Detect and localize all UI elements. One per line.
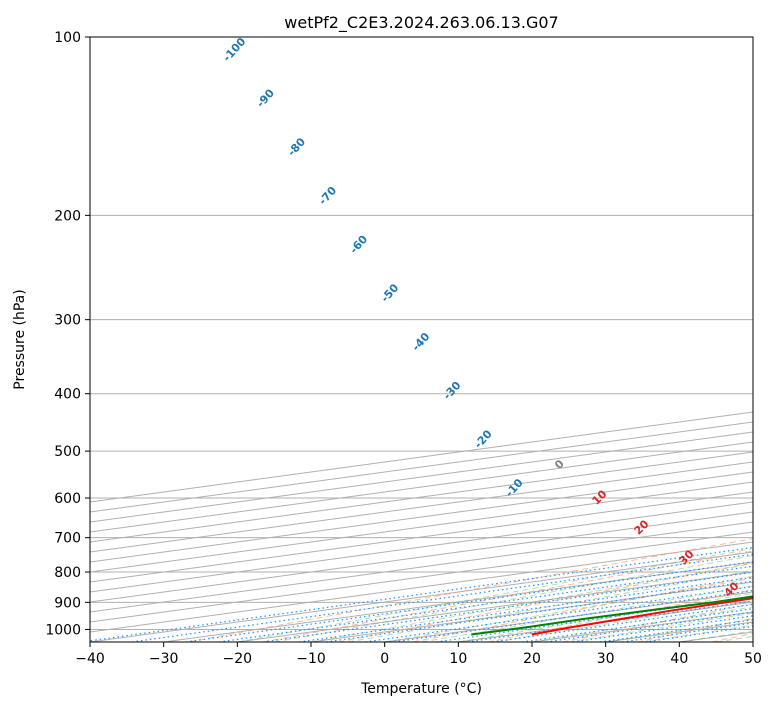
dry-adiabat-label: -60 <box>347 232 370 256</box>
mixing-ratio-line <box>185 561 753 642</box>
dry-adiabat-label: -80 <box>285 135 308 159</box>
y-tick-label: 600 <box>54 491 81 507</box>
dry-adiabat-line <box>711 632 753 642</box>
y-axis-label: Pressure (hPa) <box>12 289 28 389</box>
x-tick-label: 20 <box>523 651 541 667</box>
mixing-ratio-line <box>299 576 753 642</box>
isotherm-line <box>90 471 753 563</box>
moist-adiabats <box>237 548 753 642</box>
x-tick-label: 50 <box>744 651 762 667</box>
moist-adiabat-line <box>310 562 753 642</box>
isotherm-line <box>90 501 753 593</box>
x-tick-label: 10 <box>449 651 467 667</box>
y-tick-label: 500 <box>54 444 81 460</box>
isotherm-line <box>90 511 753 603</box>
isotherm-line <box>752 641 753 642</box>
y-tick-label: 100 <box>54 30 81 46</box>
moist-adiabat-line <box>421 585 753 642</box>
moist-adiabat-line <box>531 606 753 642</box>
moist-adiabat-label: 0 <box>552 457 567 472</box>
dry-adiabat-line <box>188 538 753 642</box>
skewed-isotherms <box>90 411 753 642</box>
x-axis-ticks: −40 −30 −20 −10 0 10 20 30 40 50 <box>75 642 762 667</box>
isotherm-line <box>90 441 753 533</box>
moist-adiabat-line <box>458 592 753 642</box>
dry-adiabat-line <box>412 575 753 642</box>
y-tick-label: 700 <box>54 531 81 547</box>
isotherm-line <box>90 531 753 623</box>
x-tick-label: −40 <box>75 651 105 667</box>
y-tick-label: 900 <box>54 595 81 611</box>
x-tick-label: −30 <box>149 651 179 667</box>
dry-adiabat-label: -10 <box>503 476 526 500</box>
dry-adiabat-label: -40 <box>410 330 433 354</box>
dry-adiabats <box>188 538 753 642</box>
moist-adiabat-line <box>642 624 753 642</box>
isotherm-line <box>310 581 753 642</box>
dry-adiabat-label: -50 <box>378 281 401 305</box>
dry-adiabat-line <box>562 603 753 642</box>
isotherm-line <box>90 451 753 543</box>
dry-adiabat-label: -70 <box>316 184 339 208</box>
y-tick-label: 1000 <box>45 622 81 638</box>
x-tick-label: −10 <box>296 651 326 667</box>
isotherm-line <box>90 491 753 583</box>
moist-adiabat-line <box>716 635 753 642</box>
isotherm-line <box>90 431 753 523</box>
mixing-ratio-lines <box>90 546 753 642</box>
moist-adiabat-label: 20 <box>632 517 652 537</box>
y-tick-label: 800 <box>54 565 81 581</box>
plot-frame <box>89 36 754 643</box>
x-tick-label: 40 <box>670 651 688 667</box>
temperature-line <box>531 597 753 636</box>
isotherm-line <box>531 611 753 642</box>
mixing-ratio-line <box>262 571 753 642</box>
dry-adiabat-line <box>636 617 753 642</box>
x-tick-label: −20 <box>223 651 253 667</box>
isotherm-line <box>90 411 753 503</box>
moist-adiabat-line <box>384 577 753 642</box>
isotherm-line <box>90 551 753 642</box>
isotherm-line <box>458 601 753 642</box>
dry-adiabat-label: -100 <box>220 35 248 64</box>
chart-title: wetPf2_C2E3.2024.263.06.13.G07 <box>284 13 558 33</box>
dry-adiabat-label: -30 <box>441 379 464 403</box>
moist-adiabat-line <box>495 599 753 642</box>
x-axis-label: Temperature (°C) <box>360 681 482 697</box>
moist-adiabat-label: 10 <box>590 487 610 507</box>
mixing-ratio-line <box>131 553 753 642</box>
isotherm-line <box>90 461 753 553</box>
mixing-ratio-line <box>218 565 753 642</box>
isotherm-line <box>90 421 753 513</box>
moist-adiabat-line <box>347 569 753 642</box>
y-tick-label: 400 <box>54 387 81 403</box>
x-tick-label: 30 <box>597 651 615 667</box>
x-tick-label: 0 <box>380 651 389 667</box>
y-tick-label: 300 <box>54 313 81 329</box>
moist-adiabat-line <box>568 612 753 642</box>
isotherm-line <box>90 521 753 613</box>
isotherm-line <box>384 591 753 642</box>
dry-adiabat-line <box>487 589 753 642</box>
y-tick-label: 200 <box>54 208 81 224</box>
moist-adiabat-label: 40 <box>722 579 742 599</box>
pressure-grid <box>90 37 753 630</box>
dry-adiabat-line <box>338 562 753 642</box>
isotherm-line <box>90 481 753 573</box>
isotherm-line <box>90 541 753 633</box>
dry-adiabat-label: -90 <box>254 86 277 110</box>
y-axis-ticks: 100 200 300 400 500 600 700 800 900 1000 <box>45 30 90 638</box>
